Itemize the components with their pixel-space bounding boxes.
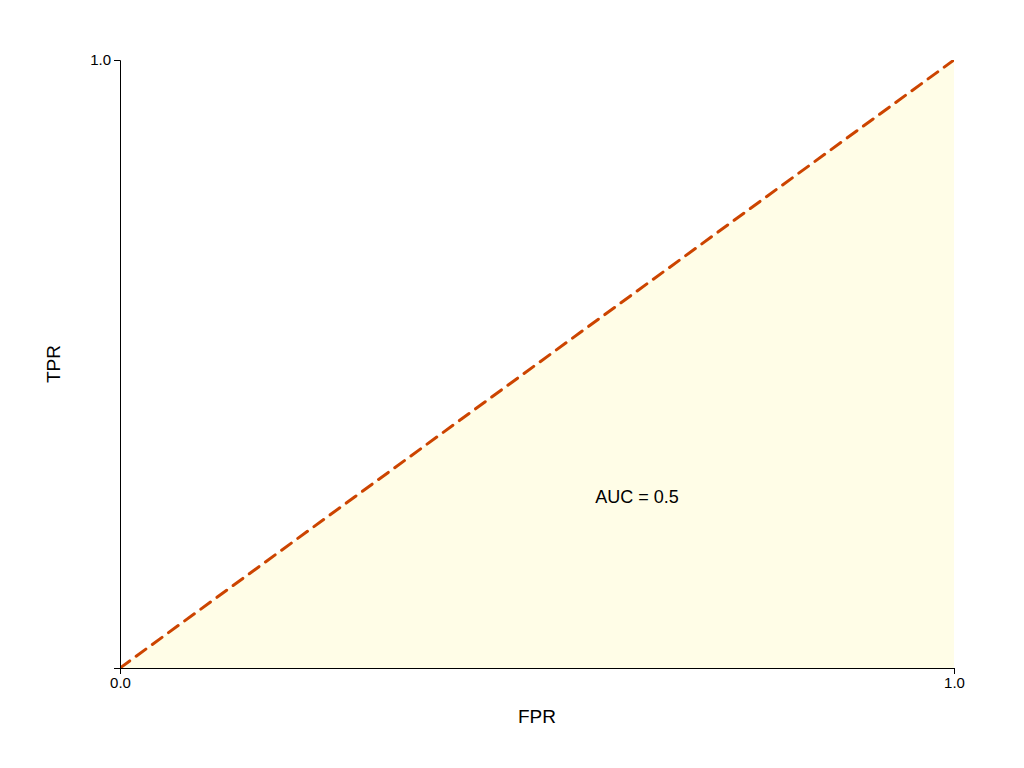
area [120,60,954,668]
axis-line [121,669,955,675]
annotation: AUC = 0.5 [595,487,679,507]
tick-label: 1.0 [944,674,965,691]
marks [120,60,954,668]
x-axis: 0.0 1.0 [110,668,965,691]
tick-mark [114,60,120,61]
tick-label: 1.0 [90,51,111,68]
x-axis-title: FPR [518,706,556,727]
line [120,60,954,668]
axis-line [114,61,121,669]
y-axis: 1.0 [90,51,120,668]
tick: 1.0 [944,668,965,691]
chart-svg: 0.0 1.0 1.0 FPR TPR AUC = 0.5 [0,0,1024,768]
tick: 1.0 [90,51,120,68]
y-axis-title: TPR [43,345,64,383]
tick: 0.0 [110,668,131,691]
tick-label: 0.0 [110,674,131,691]
plot-root: 0.0 1.0 1.0 FPR TPR AUC = 0.5 [43,51,965,727]
